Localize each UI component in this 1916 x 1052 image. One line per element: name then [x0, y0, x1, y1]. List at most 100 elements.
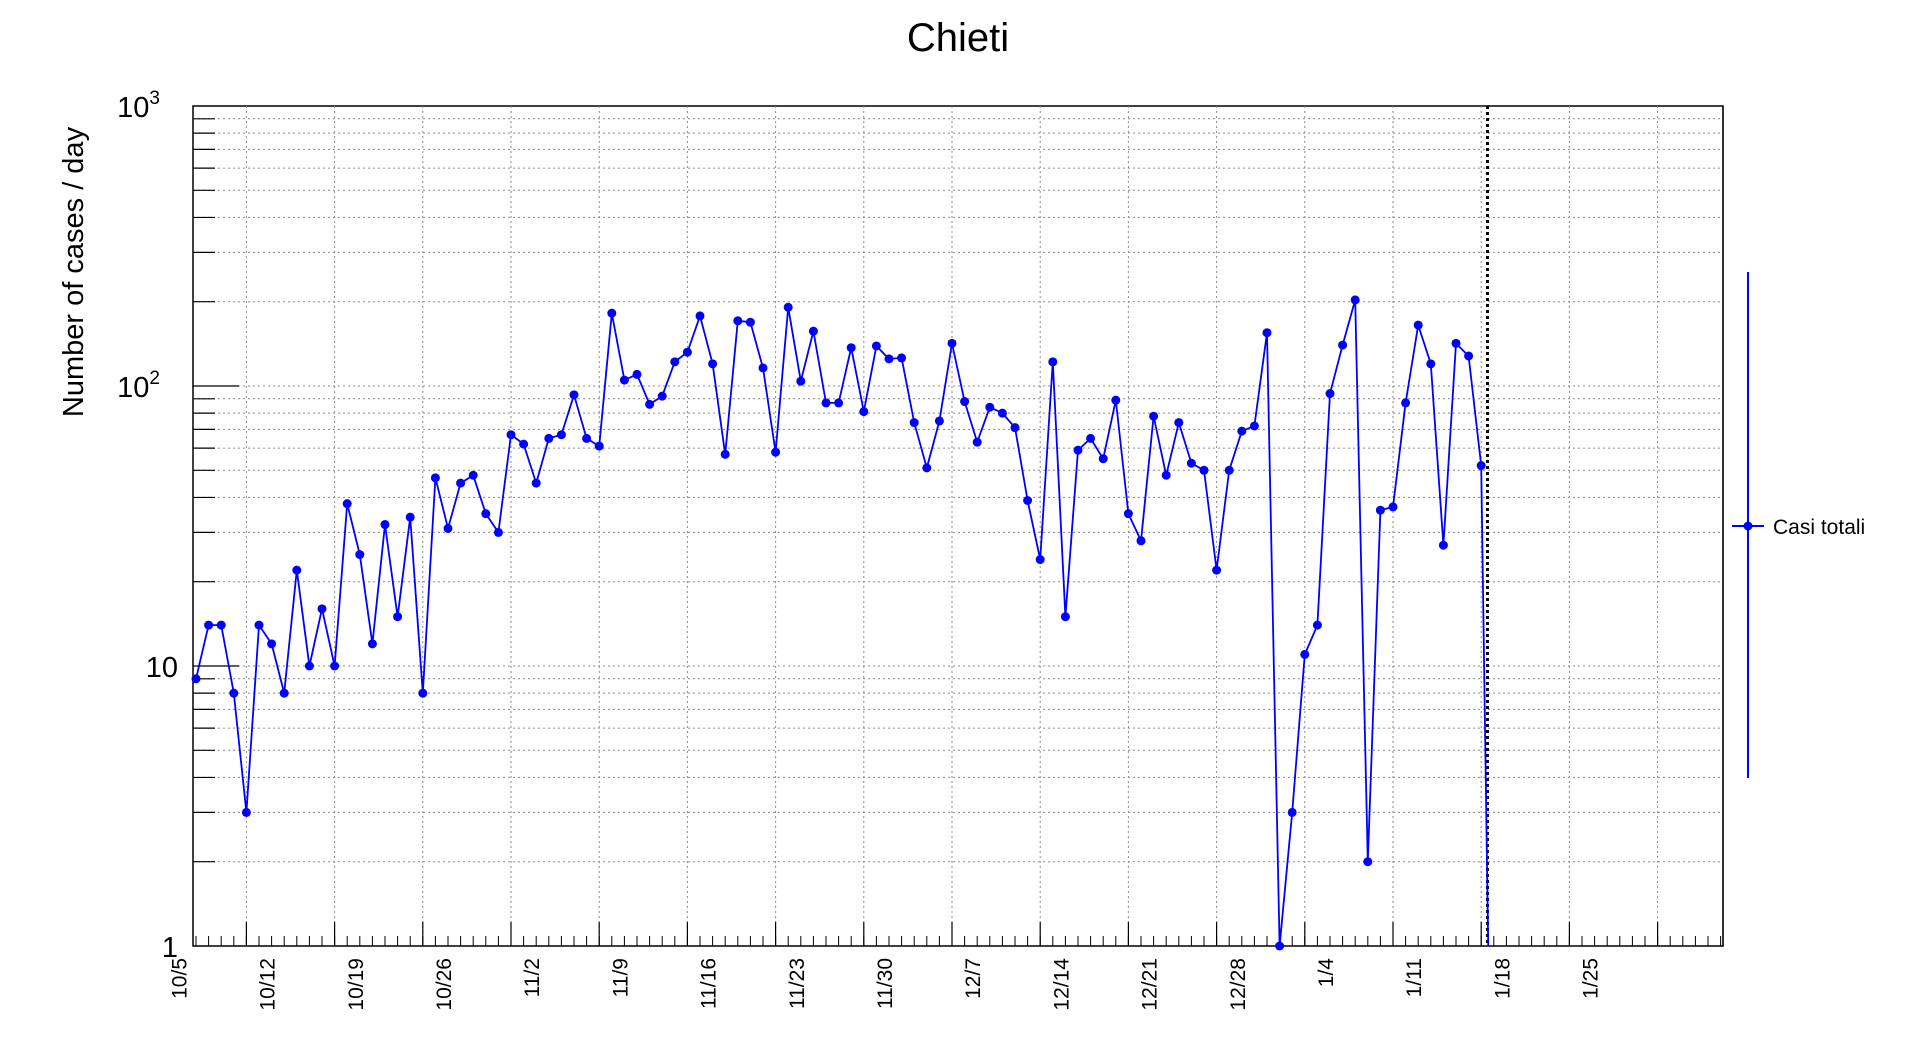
- x-axis: 10/5 10/12 10/19 10/26 11/2 11/9 11/16 11/23 11/…: [168, 922, 1722, 1011]
- data-point: 72: [1249, 421, 1259, 431]
- data-point: 8: [229, 688, 239, 698]
- data-point: 137: [846, 343, 856, 353]
- data-point: 67: [556, 430, 566, 440]
- data-point: 171: [733, 316, 743, 326]
- data-point: 28: [1136, 536, 1146, 546]
- y-tick-label: 102: [117, 368, 160, 404]
- x-tick-label: 1/18: [1491, 958, 1514, 999]
- x-tick-label: 12/21: [1139, 958, 1162, 1011]
- data-point: 22: [1212, 565, 1222, 575]
- data-point: 71: [1010, 423, 1020, 433]
- data-point: 3: [1287, 807, 1297, 817]
- data-point: 9: [191, 674, 201, 684]
- data-point: 80: [997, 408, 1007, 418]
- legend-marker: [1743, 521, 1753, 531]
- data-point: 8: [279, 688, 289, 698]
- data-point: 3: [241, 807, 251, 817]
- data-point: 52: [1476, 461, 1486, 471]
- data-point: 89: [1111, 395, 1121, 405]
- data-point: 191: [783, 302, 793, 312]
- data-point: 48: [1161, 470, 1171, 480]
- x-tick-label: 10/19: [345, 958, 368, 1011]
- x-tick-label: 10/12: [257, 958, 280, 1011]
- data-point: 88: [960, 397, 970, 407]
- series-casi-totali: 9141483141282210161038251232153484731454…: [191, 295, 1490, 951]
- data-point: 86: [645, 399, 655, 409]
- data-point: 120: [708, 359, 718, 369]
- series-line: [195, 299, 1490, 947]
- data-point: 84: [985, 402, 995, 412]
- data-point: 12: [367, 639, 377, 649]
- x-tick-label: 11/9: [609, 958, 632, 997]
- data-point: 27: [1438, 540, 1448, 550]
- grid-lines: [193, 106, 1723, 946]
- data-point: 14: [254, 620, 264, 630]
- data-point: 132: [682, 347, 692, 357]
- data-point: 81: [859, 407, 869, 417]
- data-point: 65: [1086, 433, 1096, 443]
- data-point: 8: [418, 688, 428, 698]
- data-point: 2: [1363, 857, 1373, 867]
- x-tick-label: 1/25: [1580, 958, 1603, 999]
- data-point: 50: [1224, 465, 1234, 475]
- data-point: 37: [1388, 502, 1398, 512]
- data-point: 92: [657, 391, 667, 401]
- data-point: 105: [619, 375, 629, 385]
- data-point: 12: [267, 639, 277, 649]
- data-point: 125: [884, 354, 894, 364]
- x-tick-label: 12/28: [1227, 958, 1250, 1011]
- data-point: 78: [1149, 411, 1159, 421]
- data-point: 14: [216, 620, 226, 630]
- data-point: 110: [632, 369, 642, 379]
- y-tick-label: 10: [146, 652, 178, 684]
- data-point: 94: [1325, 389, 1335, 399]
- x-tick-label: 1/11: [1403, 958, 1426, 997]
- data-point: 182: [607, 308, 617, 318]
- data-point: 10: [330, 661, 340, 671]
- data-point: 11: [1300, 649, 1310, 659]
- data-point: 203: [1350, 295, 1360, 305]
- data-point: 169: [745, 317, 755, 327]
- data-point: 65: [582, 433, 592, 443]
- x-tick-label: 12/7: [962, 958, 985, 999]
- legend: Casi totali: [1732, 272, 1865, 778]
- data-point: 47: [430, 473, 440, 483]
- data-point: 15: [393, 612, 403, 622]
- data-point: 16: [317, 604, 327, 614]
- data-point: 59: [1073, 445, 1083, 455]
- data-point: 51: [922, 463, 932, 473]
- data-point: 139: [871, 341, 881, 351]
- data-point: 116: [758, 363, 768, 373]
- data-point: 53: [1186, 458, 1196, 468]
- data-point: 32: [380, 520, 390, 530]
- data-point: 122: [670, 357, 680, 367]
- data-point: 45: [531, 478, 541, 488]
- y-axis: 1 10 102 103: [117, 88, 239, 964]
- data-point: 157: [808, 326, 818, 336]
- data-point: 128: [1464, 351, 1474, 361]
- data-point: 35: [481, 509, 491, 519]
- data-point: 36: [1375, 505, 1385, 515]
- data-point: 35: [1123, 509, 1133, 519]
- data-point: 140: [1338, 340, 1348, 350]
- data-point: 74: [1174, 418, 1184, 428]
- data-point: 31: [443, 523, 453, 533]
- data-point: 24: [1035, 555, 1045, 565]
- data-point: 87: [834, 398, 844, 408]
- data-point: 38: [342, 499, 352, 509]
- data-point: 120: [1426, 359, 1436, 369]
- data-point: 62: [519, 439, 529, 449]
- data-point: 39: [1023, 496, 1033, 506]
- data-point: 165: [1413, 320, 1423, 330]
- data-point: 69: [1237, 426, 1247, 436]
- x-tick-label: 11/30: [874, 958, 897, 1009]
- data-point: 14: [204, 620, 214, 630]
- x-tick-label: 11/23: [786, 958, 809, 1009]
- data-point: 93: [569, 390, 579, 400]
- data-point: 178: [695, 311, 705, 321]
- data-point: 87: [1401, 398, 1411, 408]
- data-point: 22: [292, 565, 302, 575]
- data-point: 61: [594, 441, 604, 451]
- x-tick-label: 11/16: [698, 958, 721, 1009]
- y-tick-label: 103: [117, 88, 160, 124]
